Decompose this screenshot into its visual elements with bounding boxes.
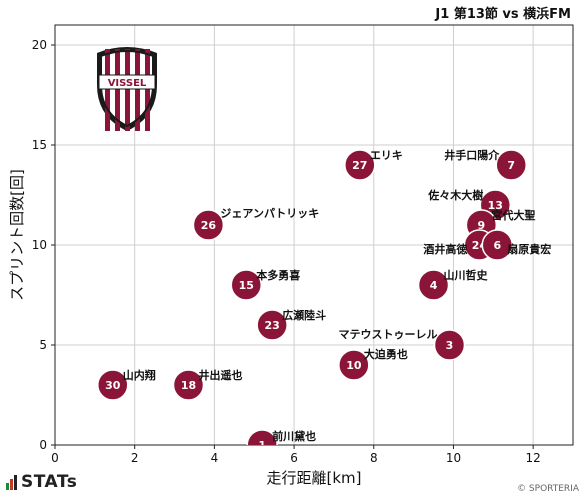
player-point xyxy=(97,369,129,401)
player-point xyxy=(192,209,225,241)
player-name-label: 前川黛也 xyxy=(272,429,316,443)
player-name-label: 本多勇喜 xyxy=(256,268,300,282)
y-tick-label: 5 xyxy=(39,338,47,352)
x-tick-label: 6 xyxy=(290,451,298,465)
team-crest-icon: VISSEL xyxy=(97,47,157,131)
x-tick-label: 10 xyxy=(446,451,461,465)
player-name-label: 山川哲史 xyxy=(444,268,489,282)
x-tick-label: 8 xyxy=(370,451,378,465)
player-number-label: 6 xyxy=(493,239,501,252)
player-name-label: マテウストゥーレル xyxy=(338,328,437,341)
player-point xyxy=(246,429,278,445)
player-name-label: 井出遥也 xyxy=(198,368,242,382)
brand-text: STATs xyxy=(21,472,78,492)
stats-logo: STATs xyxy=(6,472,78,492)
player-number-label: 27 xyxy=(352,159,367,172)
crest-stripe xyxy=(125,49,130,131)
player-name-label: 宮代大聖 xyxy=(491,208,535,222)
y-tick-label: 0 xyxy=(39,438,47,452)
player-number-label: 4 xyxy=(430,279,438,292)
crest-stripe xyxy=(105,49,110,131)
plot-frame xyxy=(54,24,574,446)
stats-bars-icon xyxy=(6,474,17,490)
crest-stripe xyxy=(115,49,120,131)
y-tick-label: 15 xyxy=(32,138,47,152)
player-point xyxy=(230,269,263,301)
y-tick-label: 20 xyxy=(32,38,47,52)
player-name-label: 扇原貴宏 xyxy=(507,242,551,256)
player-point xyxy=(495,149,527,181)
player-number-label: 26 xyxy=(201,219,217,232)
player-point xyxy=(417,269,450,301)
player-point xyxy=(256,309,288,341)
player-number-label: 10 xyxy=(346,359,362,372)
player-name-label: エリキ xyxy=(370,149,403,162)
player-point xyxy=(433,329,466,361)
player-number-label: 13 xyxy=(488,199,503,212)
x-axis-title: 走行距離[km] xyxy=(266,469,361,487)
player-name-label: 大迫勇也 xyxy=(364,347,408,361)
match-title: J1 第13節 vs 横浜FM xyxy=(435,7,571,22)
x-tick-label: 12 xyxy=(526,451,541,465)
x-tick-label: 2 xyxy=(131,451,139,465)
player-name-label: 広瀬陸斗 xyxy=(282,308,326,322)
y-axis-title: スプリント回数[回] xyxy=(8,169,26,301)
player-number-label: 3 xyxy=(446,339,454,352)
x-tick-label: 0 xyxy=(51,451,59,465)
player-name-label: 酒井高徳 xyxy=(423,242,467,256)
player-point xyxy=(344,149,376,181)
player-number-label: 30 xyxy=(105,379,121,392)
player-name-label: 佐々木大樹 xyxy=(427,188,483,202)
crest-stripe xyxy=(145,49,150,131)
player-number-label: 7 xyxy=(507,159,515,172)
crest-stripe xyxy=(135,49,140,131)
player-point xyxy=(481,229,514,261)
player-name-label: 井手口陽介 xyxy=(444,148,500,162)
player-number-label: 23 xyxy=(265,319,280,332)
player-name-label: ジェアンパトリッキ xyxy=(220,207,319,220)
player-point xyxy=(172,369,205,401)
player-number-label: 18 xyxy=(181,379,196,392)
player-number-label: 15 xyxy=(239,279,254,292)
player-name-label: 山内翔 xyxy=(123,368,156,382)
player-number-label: 1 xyxy=(258,439,266,452)
copyright: © SPORTERIA xyxy=(517,484,579,494)
x-tick-label: 4 xyxy=(211,451,219,465)
crest-text: VISSEL xyxy=(108,78,147,89)
crest-border xyxy=(100,50,154,128)
crest-banner xyxy=(98,74,156,90)
y-tick-label: 10 xyxy=(32,238,47,252)
player-number-label: 9 xyxy=(478,219,486,232)
player-point xyxy=(338,349,370,381)
